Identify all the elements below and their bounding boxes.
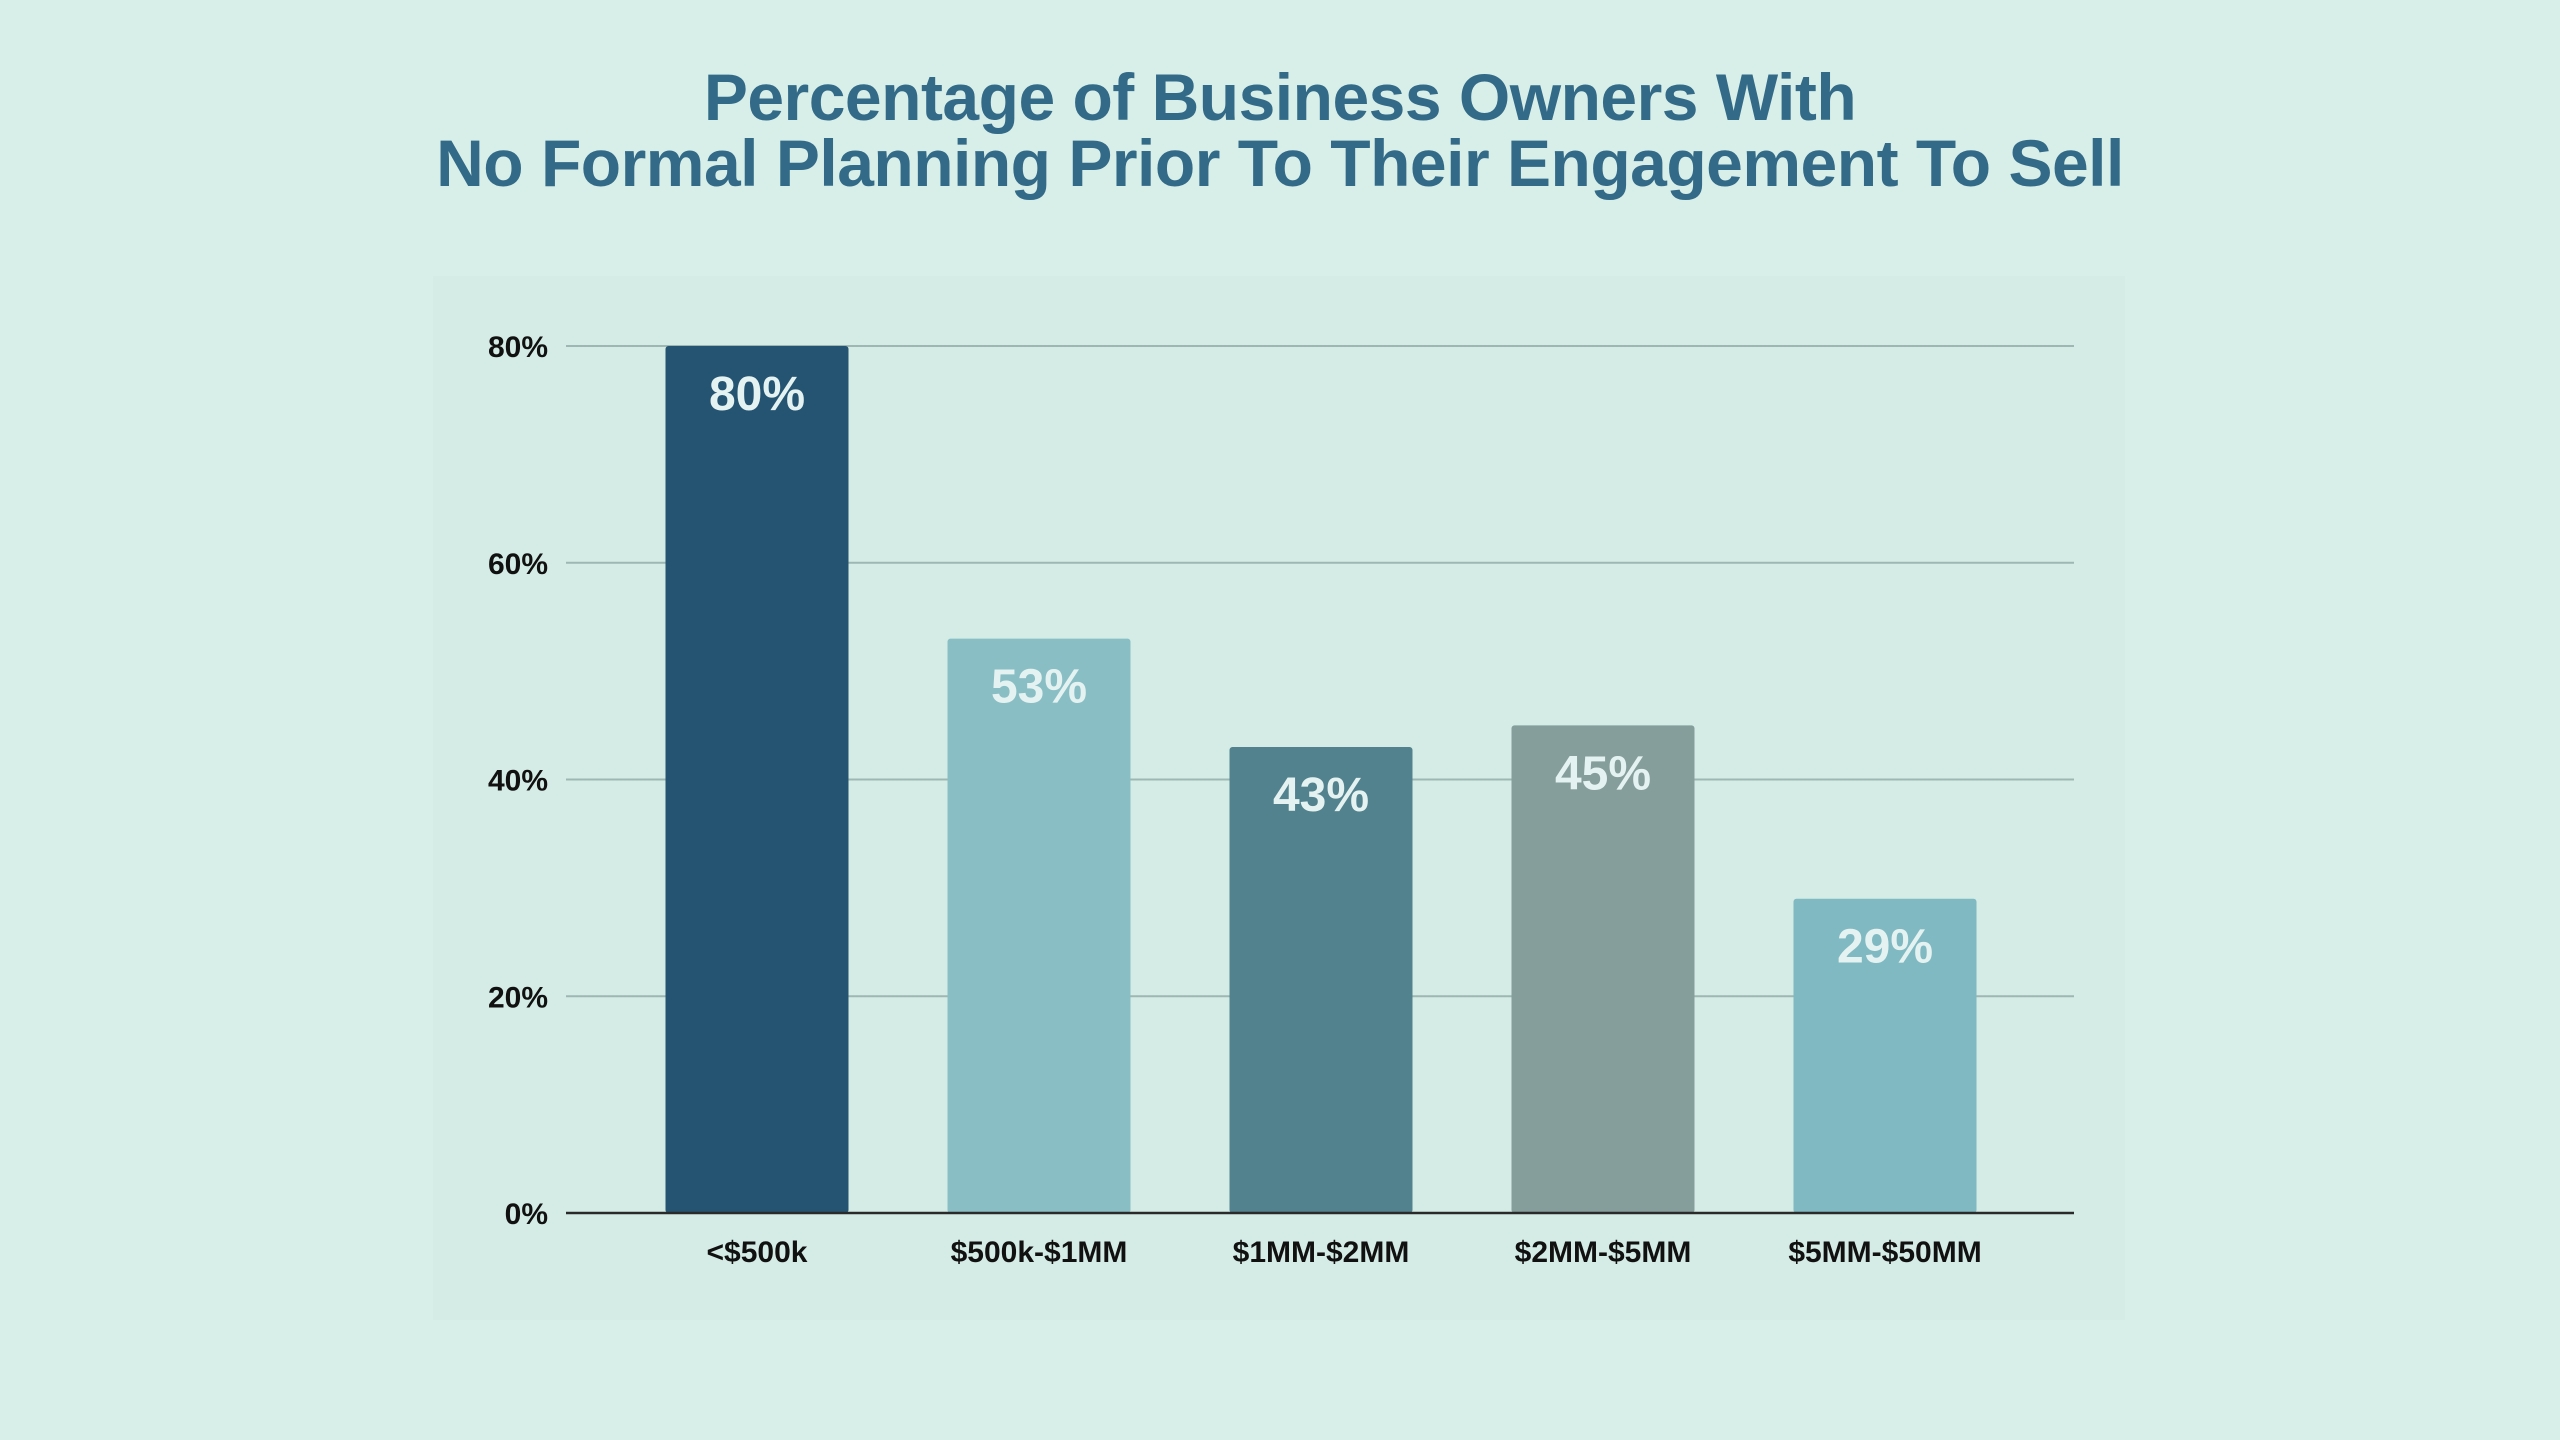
y-tick-label: 80%	[488, 331, 548, 364]
data-label: 53%	[991, 661, 1087, 714]
y-tick-label: 0%	[505, 1198, 548, 1231]
y-tick-label: 40%	[488, 765, 548, 798]
bar	[1229, 746, 1413, 1213]
data-label: 45%	[1555, 747, 1651, 800]
bar	[1793, 898, 1977, 1213]
bar	[947, 638, 1131, 1213]
data-label: 80%	[709, 368, 805, 421]
chart-subtitle: No Formal Planning Prior To Their Engage…	[436, 126, 2124, 200]
x-tick-label: <$500k	[707, 1236, 808, 1269]
x-tick-label: $5MM-$50MM	[1788, 1236, 1981, 1269]
bar	[1511, 725, 1695, 1213]
y-tick-label: 20%	[488, 981, 548, 1014]
y-tick-label: 60%	[488, 548, 548, 581]
y-axis-ticks: 0% 20% 40% 60% 80%	[488, 331, 548, 1231]
x-axis-ticks: <$500k $500k-$1MM $1MM-$2MM $2MM-$5MM $5MM-$…	[707, 1236, 1982, 1269]
data-labels: 80% 53% 43% 45% 29%	[709, 368, 1933, 974]
x-tick-label: $2MM-$5MM	[1515, 1236, 1692, 1269]
data-label: 43%	[1273, 769, 1369, 822]
chart-title-block: Percentage of Business Owners With No Fo…	[0, 64, 2560, 196]
chart-title: Percentage of Business Owners With	[703, 60, 1857, 134]
bars	[665, 346, 1977, 1213]
bar	[665, 346, 849, 1213]
data-label: 29%	[1837, 921, 1933, 974]
x-tick-label: $500k-$1MM	[951, 1236, 1128, 1269]
x-tick-label: $1MM-$2MM	[1233, 1236, 1410, 1269]
